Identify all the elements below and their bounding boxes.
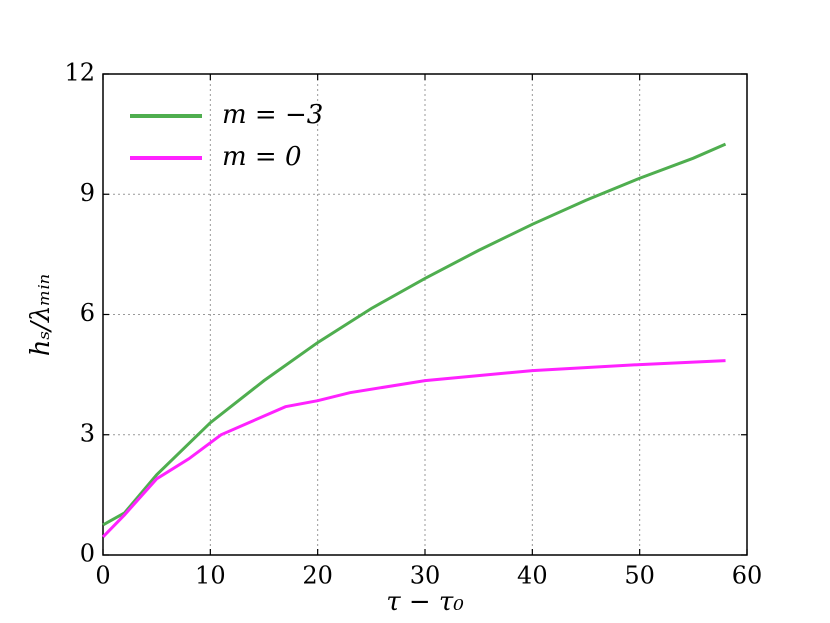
- legend-label: m = 0: [222, 142, 302, 172]
- y-tick-label: 6: [80, 299, 95, 327]
- plot-frame: [102, 73, 748, 556]
- x-tick-label: 60: [732, 562, 763, 590]
- y-tick-label: 0: [80, 540, 95, 568]
- x-tick-label: 30: [410, 562, 441, 590]
- data-line: [101, 359, 726, 539]
- x-axis-label: τ − τ₀: [386, 587, 464, 617]
- x-tick-label: 10: [195, 562, 226, 590]
- y-tick-label: 12: [64, 59, 95, 87]
- x-tick-label: 20: [302, 562, 333, 590]
- data-line: [102, 142, 727, 527]
- legend-label: m = −3: [222, 100, 323, 130]
- y-tick-label: 9: [80, 179, 95, 207]
- x-tick-label: 50: [624, 562, 655, 590]
- x-tick-label: 0: [95, 562, 110, 590]
- y-tick-label: 3: [80, 419, 95, 447]
- y-axis-label: hₛ/λₘᵢₙ: [26, 274, 56, 356]
- x-tick-label: 40: [517, 562, 548, 590]
